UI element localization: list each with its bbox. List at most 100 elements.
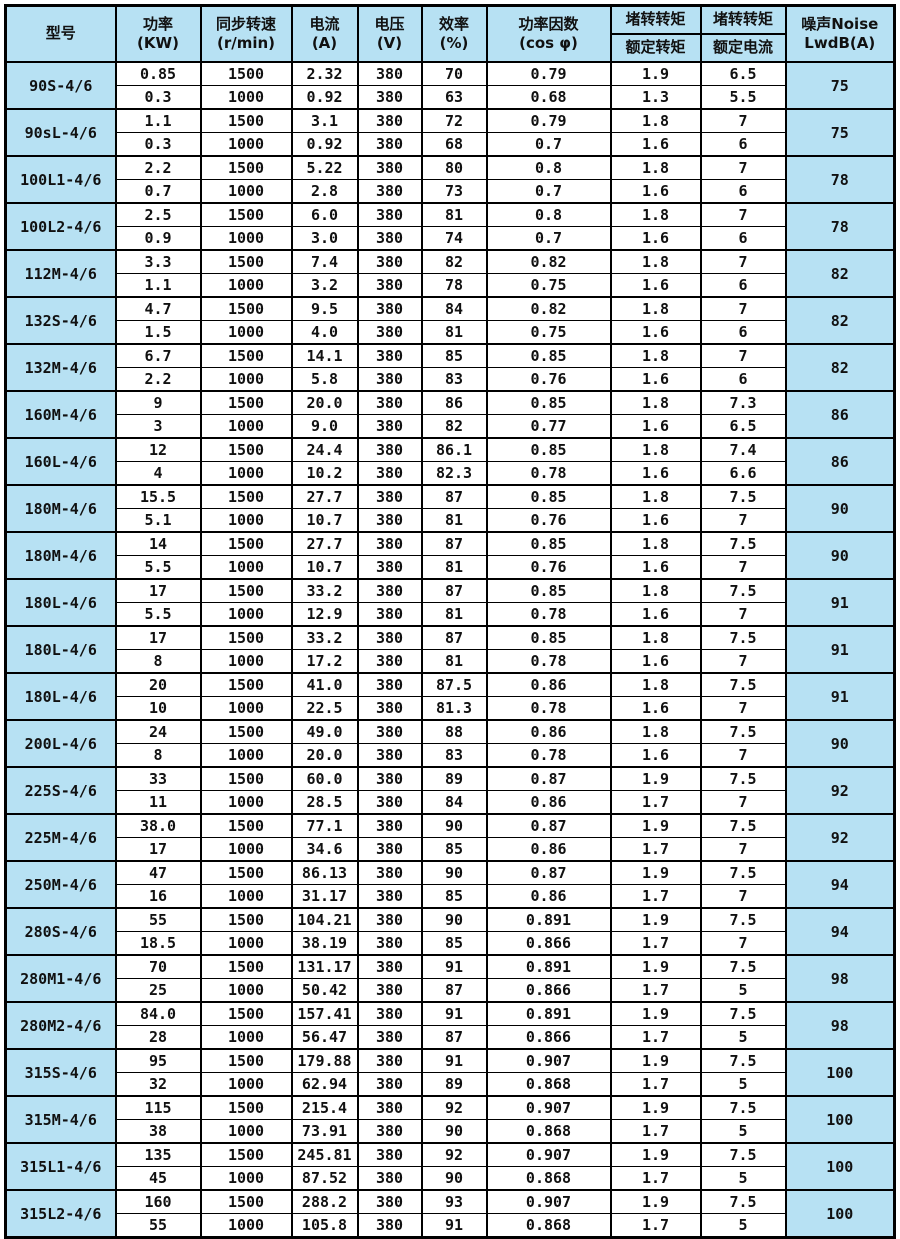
header-label: 功率: [142, 14, 173, 33]
speed-cell: 1500: [199, 202, 293, 227]
noise-cell: 75: [784, 108, 896, 157]
noise-cell: 100: [784, 1095, 896, 1144]
power-factor-cell: 0.866: [485, 978, 612, 1003]
torque-ratio-cell: 1.9: [609, 954, 702, 979]
efficiency-cell: 78: [420, 273, 488, 298]
speed-cell: 1500: [199, 437, 293, 462]
power-cell: 25: [114, 978, 202, 1003]
current-ratio-cell: 7.5: [699, 1095, 787, 1120]
current-cell: 27.7: [290, 484, 359, 509]
current-ratio-cell: 6.6: [699, 461, 787, 486]
power-factor-cell: 0.8: [485, 202, 612, 227]
speed-cell: 1000: [199, 179, 293, 204]
current-ratio-cell: 7: [699, 108, 787, 133]
torque-ratio-cell: 1.8: [609, 202, 702, 227]
table-row: 180M-4/6 14 1500 27.7 380 87 0.85 1.8 7.…: [4, 531, 896, 580]
current-cell: 77.1: [290, 813, 359, 838]
power-factor-cell: 0.85: [485, 343, 612, 368]
table-row: 17 1000 34.6 380 85 0.86 1.7 7: [6, 837, 895, 862]
torque-ratio-cell: 1.7: [609, 790, 702, 815]
efficiency-cell: 90: [420, 1119, 488, 1144]
power-factor-cell: 0.86: [485, 790, 612, 815]
efficiency-cell: 91: [420, 1048, 488, 1073]
speed-cell: 1500: [199, 1095, 293, 1120]
current-cell: 10.7: [290, 555, 359, 580]
power-cell: 32: [114, 1072, 202, 1097]
torque-ratio-cell: 1.7: [609, 931, 702, 956]
current-cell: 7.4: [290, 249, 359, 274]
torque-ratio-cell: 1.6: [609, 743, 702, 768]
current-cell: 62.94: [290, 1072, 359, 1097]
noise-cell: 75: [784, 61, 896, 110]
table-row: 280S-4/6 55 1500 104.21 380 90 0.891 1.9…: [4, 907, 896, 956]
current-ratio-cell: 7.5: [699, 766, 787, 791]
power-cell: 0.3: [114, 132, 202, 157]
header-label: 电流: [309, 14, 340, 33]
power-factor-cell: 0.868: [485, 1119, 612, 1144]
speed-cell: 1000: [199, 743, 293, 768]
table-row: 8 1000 20.0 380 83 0.78 1.6 7: [6, 743, 895, 768]
power-cell: 24: [114, 719, 202, 744]
current-cell: 38.19: [290, 931, 359, 956]
table-row: 132S-4/6 4.7 1500 9.5 380 84 0.82 1.8 7 …: [4, 296, 896, 345]
torque-ratio-cell: 1.7: [609, 1166, 702, 1191]
current-cell: 5.8: [290, 367, 359, 392]
speed-cell: 1500: [199, 61, 293, 86]
voltage-cell: 380: [356, 179, 423, 204]
power-cell: 11: [114, 790, 202, 815]
power-cell: 5.5: [114, 555, 202, 580]
current-ratio-cell: 6.5: [699, 61, 787, 86]
header-label: 电压: [374, 14, 405, 33]
current-ratio-cell: 7.5: [699, 719, 787, 744]
header-label: 同步转速: [215, 14, 276, 33]
model-cell: 280S-4/6: [4, 907, 117, 956]
table-row: 280M2-4/6 84.0 1500 157.41 380 91 0.891 …: [4, 1001, 896, 1050]
current-ratio-cell: 6: [699, 367, 787, 392]
speed-cell: 1000: [199, 1213, 293, 1239]
torque-ratio-cell: 1.3: [609, 85, 702, 110]
voltage-cell: 380: [356, 108, 423, 133]
model-cell: 132S-4/6: [4, 296, 117, 345]
power-cell: 2.2: [114, 367, 202, 392]
current-cell: 105.8: [290, 1213, 359, 1239]
power-cell: 10: [114, 696, 202, 721]
table-row: 45 1000 87.52 380 90 0.868 1.7 5: [6, 1166, 895, 1191]
efficiency-cell: 72: [420, 108, 488, 133]
table-row: 280M1-4/6 70 1500 131.17 380 91 0.891 1.…: [4, 954, 896, 1003]
power-factor-cell: 0.87: [485, 813, 612, 838]
noise-cell: 91: [784, 672, 896, 721]
power-cell: 0.7: [114, 179, 202, 204]
power-factor-cell: 0.82: [485, 249, 612, 274]
voltage-cell: 380: [356, 907, 423, 932]
current-ratio-cell: 7.5: [699, 625, 787, 650]
model-cell: 100L1-4/6: [4, 155, 117, 204]
power-factor-cell: 0.86: [485, 837, 612, 862]
torque-ratio-cell: 1.6: [609, 555, 702, 580]
efficiency-cell: 86.1: [420, 437, 488, 462]
current-cell: 87.52: [290, 1166, 359, 1191]
power-factor-cell: 0.907: [485, 1189, 612, 1214]
efficiency-cell: 70: [420, 61, 488, 86]
power-cell: 95: [114, 1048, 202, 1073]
speed-cell: 1500: [199, 813, 293, 838]
power-cell: 55: [114, 1213, 202, 1239]
efficiency-cell: 90: [420, 813, 488, 838]
model-cell: 90S-4/6: [4, 61, 117, 110]
speed-cell: 1500: [199, 719, 293, 744]
current-cell: 2.32: [290, 61, 359, 86]
efficiency-cell: 87: [420, 625, 488, 650]
torque-ratio-cell: 1.8: [609, 437, 702, 462]
power-cell: 4: [114, 461, 202, 486]
voltage-cell: 380: [356, 155, 423, 180]
power-factor-cell: 0.891: [485, 907, 612, 932]
table-row: 200L-4/6 24 1500 49.0 380 88 0.86 1.8 7.…: [4, 719, 896, 768]
model-cell: 280M1-4/6: [4, 954, 117, 1003]
speed-cell: 1000: [199, 931, 293, 956]
speed-cell: 1500: [199, 1189, 293, 1214]
current-ratio-cell: 5: [699, 978, 787, 1003]
noise-cell: 91: [784, 578, 896, 627]
noise-cell: 82: [784, 296, 896, 345]
model-cell: 315L1-4/6: [4, 1142, 117, 1191]
torque-ratio-cell: 1.9: [609, 1189, 702, 1214]
speed-cell: 1000: [199, 273, 293, 298]
